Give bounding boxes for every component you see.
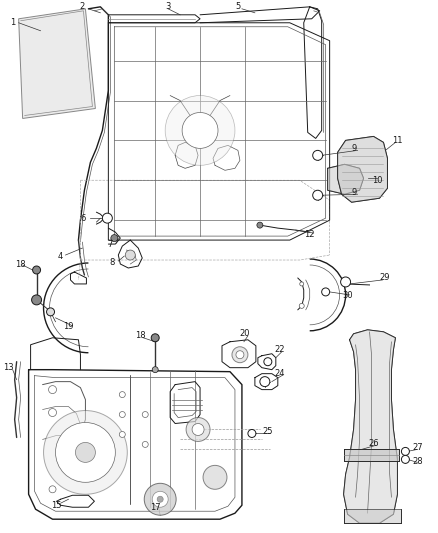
Circle shape xyxy=(341,277,350,287)
Text: 27: 27 xyxy=(412,443,423,452)
Text: 29: 29 xyxy=(379,273,390,282)
Circle shape xyxy=(152,367,158,373)
Circle shape xyxy=(32,266,41,274)
Text: 24: 24 xyxy=(275,369,285,378)
Text: 8: 8 xyxy=(110,257,115,266)
Circle shape xyxy=(321,288,330,296)
Polygon shape xyxy=(343,449,399,462)
Polygon shape xyxy=(328,164,364,194)
Text: 3: 3 xyxy=(166,2,171,11)
Circle shape xyxy=(43,410,127,494)
Circle shape xyxy=(260,377,270,386)
Polygon shape xyxy=(343,509,401,523)
Circle shape xyxy=(192,424,204,435)
Text: 30: 30 xyxy=(342,292,353,301)
Circle shape xyxy=(119,432,125,438)
Circle shape xyxy=(151,334,159,342)
Circle shape xyxy=(49,409,57,416)
Circle shape xyxy=(49,486,56,493)
Text: 1: 1 xyxy=(10,18,15,27)
Text: 5: 5 xyxy=(235,2,240,11)
Circle shape xyxy=(248,430,256,438)
Circle shape xyxy=(203,465,227,489)
Circle shape xyxy=(264,358,272,366)
Circle shape xyxy=(144,483,176,515)
Text: 26: 26 xyxy=(368,439,379,448)
Text: 25: 25 xyxy=(263,427,273,436)
Text: 9: 9 xyxy=(352,188,357,197)
Text: 6: 6 xyxy=(81,214,86,223)
Circle shape xyxy=(257,222,263,228)
Circle shape xyxy=(49,385,57,393)
Circle shape xyxy=(165,95,235,165)
Circle shape xyxy=(56,423,115,482)
Circle shape xyxy=(32,295,42,305)
Text: 10: 10 xyxy=(372,176,383,185)
Text: 7: 7 xyxy=(108,239,113,248)
Text: 20: 20 xyxy=(240,329,250,338)
Circle shape xyxy=(119,392,125,398)
Text: 15: 15 xyxy=(51,500,62,510)
Circle shape xyxy=(236,351,244,359)
Circle shape xyxy=(157,496,163,502)
Circle shape xyxy=(401,455,410,463)
Circle shape xyxy=(401,447,410,455)
Text: 22: 22 xyxy=(275,345,285,354)
Text: 2: 2 xyxy=(80,2,85,11)
Circle shape xyxy=(186,417,210,441)
Circle shape xyxy=(125,250,135,260)
Circle shape xyxy=(102,213,112,223)
Circle shape xyxy=(152,491,168,507)
Circle shape xyxy=(142,441,148,447)
Circle shape xyxy=(46,308,54,316)
Circle shape xyxy=(142,411,148,417)
Circle shape xyxy=(313,190,323,200)
Text: 18: 18 xyxy=(15,260,26,269)
Text: 19: 19 xyxy=(63,322,74,332)
Circle shape xyxy=(232,347,248,362)
Text: 17: 17 xyxy=(150,503,160,512)
Polygon shape xyxy=(19,9,95,118)
Circle shape xyxy=(75,442,95,462)
Text: 13: 13 xyxy=(4,363,14,372)
Text: 11: 11 xyxy=(392,136,403,145)
Circle shape xyxy=(313,150,323,160)
Polygon shape xyxy=(338,136,388,202)
Circle shape xyxy=(182,112,218,148)
Text: 12: 12 xyxy=(304,230,315,239)
Circle shape xyxy=(111,235,118,241)
Circle shape xyxy=(299,303,304,309)
Text: 18: 18 xyxy=(135,332,145,340)
Circle shape xyxy=(119,411,125,417)
Text: 4: 4 xyxy=(58,252,63,261)
Text: 9: 9 xyxy=(352,144,357,153)
Circle shape xyxy=(300,282,304,286)
Polygon shape xyxy=(343,330,397,523)
Text: 28: 28 xyxy=(412,457,423,466)
